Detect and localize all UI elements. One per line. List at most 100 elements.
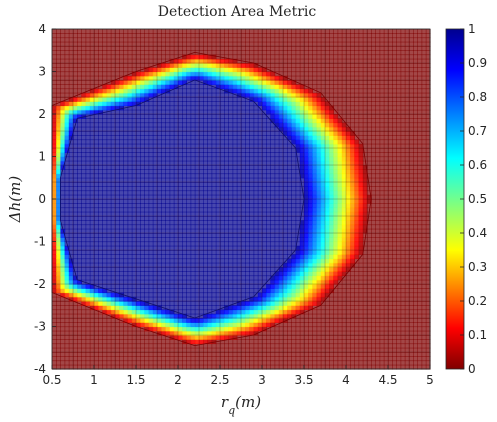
heat-cell (173, 118, 179, 124)
heat-cell (73, 63, 78, 68)
heat-cell (98, 254, 103, 260)
heat-cell (291, 54, 297, 60)
heat-cell (228, 80, 234, 85)
heat-cell (52, 275, 57, 281)
heat-cell (52, 190, 57, 196)
heat-cell (241, 88, 246, 94)
heat-cell (241, 207, 246, 213)
heat-cell (136, 220, 141, 226)
heat-cell (232, 279, 238, 285)
heat-cell (131, 182, 137, 187)
heat-cell (89, 173, 95, 179)
heat-cell (241, 279, 246, 285)
heat-cell (304, 118, 309, 124)
heat-cell (215, 97, 221, 102)
heat-cell (266, 173, 271, 179)
heat-cell (52, 318, 57, 323)
heat-cell (232, 267, 238, 272)
heat-cell (270, 182, 276, 187)
heat-cell (283, 237, 288, 243)
heat-cell (157, 360, 162, 366)
heat-cell (136, 67, 141, 73)
heat-cell (287, 105, 292, 111)
heat-cell (98, 250, 103, 255)
heat-cell (64, 190, 70, 196)
heat-cell (232, 296, 238, 302)
heat-cell (236, 182, 242, 187)
heat-cell (165, 139, 171, 145)
heat-cell (64, 322, 70, 328)
heat-cell (77, 322, 82, 328)
heat-cell (194, 339, 200, 345)
heat-cell (98, 177, 103, 183)
heat-cell (127, 126, 133, 132)
heat-cell (165, 305, 171, 311)
heat-cell (249, 67, 255, 73)
heat-cell (186, 279, 192, 285)
heat-cell (232, 360, 238, 366)
heat-cell (98, 233, 103, 238)
heat-cell (157, 54, 162, 60)
heat-cell (140, 50, 145, 56)
heat-cell (131, 211, 137, 217)
heat-cell (94, 318, 99, 323)
heat-cell (106, 322, 112, 328)
heat-cell (182, 54, 187, 60)
heat-cell (262, 169, 267, 175)
heat-cell (253, 228, 259, 234)
heat-cell (299, 114, 305, 119)
heat-cell (249, 135, 255, 141)
heat-cell (270, 97, 276, 102)
heat-cell (270, 262, 276, 268)
heat-cell (165, 322, 171, 328)
heat-cell (60, 343, 66, 349)
heat-cell (194, 288, 200, 294)
heat-cell (131, 165, 137, 170)
heat-cell (165, 347, 171, 353)
heat-cell (241, 364, 246, 370)
heat-cell (60, 309, 66, 315)
heat-cell (110, 29, 116, 34)
heat-cell (304, 105, 309, 111)
heat-cell (110, 75, 116, 81)
heat-cell (157, 245, 162, 251)
heat-cell (157, 80, 162, 85)
heat-cell (253, 80, 259, 85)
heat-cell (152, 258, 158, 264)
heat-cell (253, 309, 259, 315)
heat-cell (274, 258, 280, 264)
heat-cell (283, 339, 288, 345)
heat-cell (106, 326, 112, 332)
heat-cell (94, 67, 99, 73)
heat-cell (140, 245, 145, 251)
heat-cell (157, 288, 162, 294)
heat-cell (257, 156, 263, 162)
heat-cell (312, 237, 318, 243)
heat-cell (236, 309, 242, 315)
heat-cell (52, 101, 57, 107)
heat-cell (178, 114, 183, 119)
heat-cell (178, 46, 183, 51)
heat-cell (207, 267, 213, 272)
heat-cell (228, 292, 234, 298)
heat-cell (190, 92, 196, 98)
heat-cell (127, 88, 133, 94)
heat-cell (60, 254, 66, 260)
heat-cell (115, 109, 120, 115)
heat-cell (270, 318, 276, 323)
heat-cell (144, 54, 150, 60)
heat-cell (253, 143, 259, 149)
heat-cell (106, 228, 112, 234)
heat-cell (56, 54, 61, 60)
heat-cell (94, 135, 99, 141)
heat-cell (64, 50, 70, 56)
heat-cell (295, 339, 301, 345)
heat-cell (119, 29, 124, 34)
heat-cell (295, 279, 301, 285)
heat-cell (257, 165, 263, 170)
heat-cell (169, 80, 175, 85)
heat-cell (106, 109, 112, 115)
heat-cell (64, 54, 70, 60)
heat-cell (299, 54, 305, 60)
heat-cell (157, 58, 162, 64)
